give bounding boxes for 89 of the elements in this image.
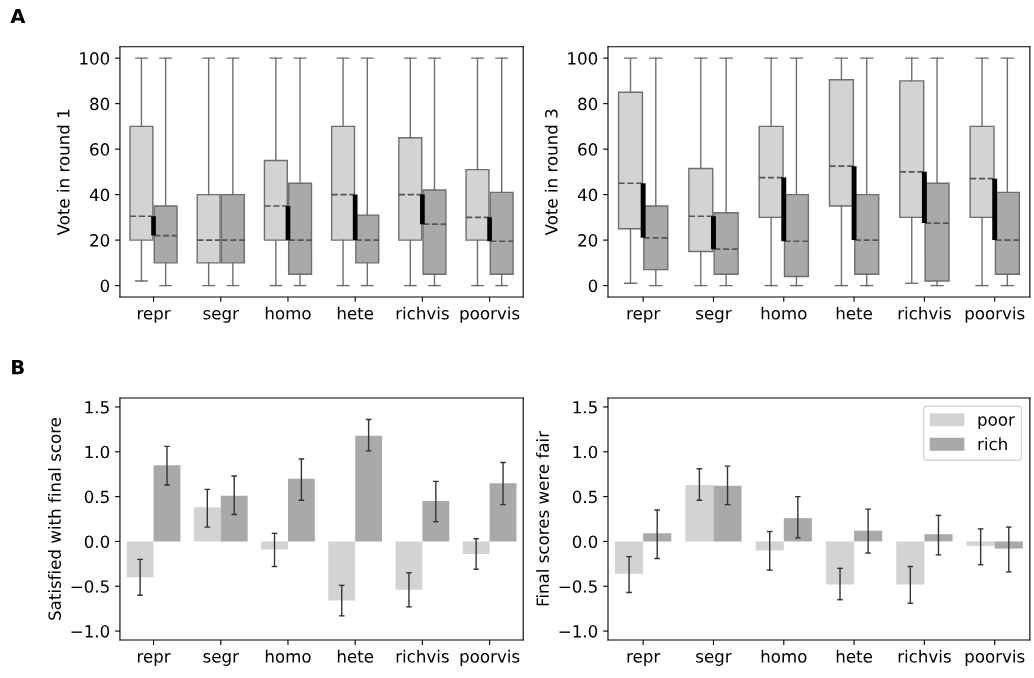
x-tick-label: segr: [696, 653, 732, 666]
x-tick-label: repr: [627, 310, 661, 323]
y-tick-label: −0.5: [71, 580, 109, 593]
y-axis-title: Satisfied with final score: [48, 417, 61, 620]
bar: [896, 541, 925, 585]
x-tick-label: richvis: [898, 649, 951, 663]
bar: [462, 541, 490, 554]
x-tick-label: richvis: [396, 649, 449, 663]
y-tick-label: 1.5: [85, 401, 109, 414]
x-tick-label: poorvis: [965, 649, 1025, 666]
x-tick-label: richvis: [898, 306, 951, 320]
x-tick-label: repr: [137, 310, 171, 323]
y-tick-label: 40: [577, 188, 598, 202]
bar: [825, 541, 855, 585]
y-tick-label: 20: [578, 234, 598, 247]
y-tick-label: 100: [568, 52, 598, 65]
x-tick-label: poorvis: [460, 306, 520, 323]
bar: [352, 194, 358, 241]
bar: [422, 501, 450, 542]
x-tick-label: repr: [627, 653, 661, 666]
bar: [261, 541, 288, 550]
bar: [783, 518, 812, 542]
y-tick-label: −0.5: [559, 580, 597, 593]
y-axis-title: Final scores were fair: [536, 431, 550, 606]
bar: [781, 177, 787, 242]
x-tick-label: homo: [761, 649, 807, 663]
y-tick-label: 80: [578, 97, 598, 111]
x-tick-label: segr: [203, 310, 239, 323]
bar: [992, 178, 998, 241]
x-tick-label: hete: [337, 649, 374, 663]
bar: [126, 541, 154, 578]
bar: [153, 465, 181, 542]
y-tick-label: 0.0: [572, 535, 598, 548]
y-axis-title: Vote in round 1: [56, 109, 70, 236]
bar: [966, 541, 995, 546]
y-tick-label: 100: [80, 52, 110, 65]
x-tick-label: hete: [337, 306, 374, 320]
y-tick-label: 1.0: [85, 445, 110, 459]
bar: [994, 541, 1023, 549]
y-tick-label: −1.0: [71, 625, 110, 638]
y-tick-label: 1.5: [573, 401, 597, 414]
bar: [640, 183, 646, 238]
bar: [713, 485, 742, 542]
y-tick-label: −1.0: [559, 625, 598, 638]
legend-label: rich: [978, 437, 1007, 451]
y-axis-title: Vote in round 3: [544, 109, 558, 236]
text: B: [12, 360, 24, 375]
x-tick-label: hete: [836, 306, 872, 320]
text: A: [10, 8, 26, 24]
y-tick-label: 0: [588, 279, 598, 293]
x-tick-label: poorvis: [460, 649, 520, 666]
bar: [287, 478, 315, 542]
bar: [711, 216, 716, 250]
bar: [151, 216, 156, 236]
bar: [643, 533, 672, 542]
bar: [489, 483, 517, 542]
y-tick-label: 0.5: [572, 490, 597, 504]
bar: [420, 194, 425, 225]
x-tick-label: homo: [265, 649, 311, 663]
bar: [924, 534, 953, 542]
y-tick-label: 1.0: [573, 445, 598, 459]
legend-label: poor: [978, 416, 1015, 430]
x-tick-label: richvis: [396, 306, 449, 320]
y-tick-label: 40: [89, 188, 110, 202]
bar: [685, 484, 714, 542]
bar: [193, 507, 221, 542]
y-tick-label: 60: [90, 143, 110, 156]
bar: [395, 541, 423, 590]
y-tick-label: 80: [90, 97, 110, 111]
x-tick-label: segr: [203, 653, 239, 666]
x-tick-label: repr: [137, 653, 171, 666]
y-tick-label: 0: [100, 279, 110, 293]
x-tick-label: hete: [836, 649, 872, 663]
x-tick-label: homo: [265, 306, 311, 320]
x-tick-label: segr: [696, 310, 732, 323]
bar: [851, 166, 857, 241]
x-tick-label: homo: [761, 306, 807, 320]
bar: [355, 435, 383, 542]
y-tick-label: 60: [578, 143, 598, 156]
bar: [328, 541, 356, 601]
x-tick-label: poorvis: [965, 306, 1025, 323]
y-tick-label: 20: [90, 234, 110, 247]
bar: [615, 541, 644, 574]
bar: [487, 217, 492, 242]
bar: [755, 541, 784, 551]
bar: [220, 495, 248, 542]
bar: [921, 171, 927, 224]
y-tick-label: 0.0: [84, 535, 110, 548]
y-tick-label: 0.5: [84, 490, 109, 504]
